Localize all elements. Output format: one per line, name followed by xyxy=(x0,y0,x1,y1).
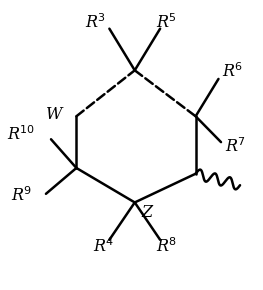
Text: R$^{10}$: R$^{10}$ xyxy=(7,126,34,144)
Text: Z: Z xyxy=(141,204,152,221)
Text: R$^{7}$: R$^{7}$ xyxy=(225,137,245,156)
Text: R$^{9}$: R$^{9}$ xyxy=(11,186,32,205)
Text: R$^{3}$: R$^{3}$ xyxy=(85,14,106,32)
Text: R$^{4}$: R$^{4}$ xyxy=(93,238,114,256)
Text: R$^{8}$: R$^{8}$ xyxy=(156,238,177,256)
Text: R$^{6}$: R$^{6}$ xyxy=(222,62,243,81)
Text: R$^{5}$: R$^{5}$ xyxy=(156,14,177,32)
Text: W: W xyxy=(46,106,62,123)
